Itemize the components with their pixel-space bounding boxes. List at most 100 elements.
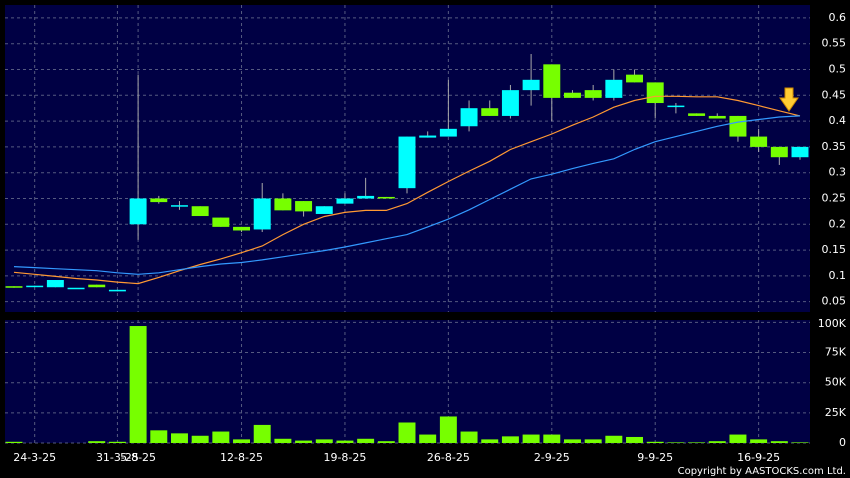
candle-body <box>274 198 292 211</box>
volume-tick-label: 25K <box>825 406 847 419</box>
candle-body <box>295 201 313 212</box>
candle-body <box>688 113 706 116</box>
candle-body <box>501 90 519 116</box>
volume-bar <box>729 434 747 443</box>
volume-bar <box>605 435 623 443</box>
y-tick-label: 0.05 <box>822 295 847 308</box>
y-tick-label: 0.25 <box>822 191 847 204</box>
volume-bar <box>233 439 251 443</box>
y-tick-label: 0.5 <box>829 62 847 75</box>
volume-bar <box>646 441 664 443</box>
candle-body <box>460 108 478 127</box>
candle-body <box>419 135 437 138</box>
x-tick-label: 2-9-25 <box>534 451 570 464</box>
candle-body <box>439 128 457 137</box>
plot: 0.05 0.1 0.15 0.2 0.25 0.3 0.35 0.4 0.45 0.5 0.55 0… <box>5 5 847 464</box>
candle-body <box>729 115 747 137</box>
x-tick-label: 24-3-25 <box>13 451 56 464</box>
y-tick-label: 0.55 <box>822 37 847 50</box>
candle-body <box>5 286 23 288</box>
volume-bar <box>563 439 581 443</box>
candle-body <box>708 115 726 119</box>
candle-body <box>108 289 126 292</box>
candle-body <box>150 198 168 203</box>
y-tick-label: 0.35 <box>822 140 847 153</box>
volume-bar <box>481 439 499 443</box>
volume-bar <box>501 436 519 443</box>
y-tick-label: 0.3 <box>829 166 847 179</box>
volume-bar <box>88 441 106 443</box>
y-tick-label: 0.6 <box>829 11 847 24</box>
candle-body <box>88 284 106 288</box>
volume-bar <box>460 431 478 443</box>
y-tick-label: 0.15 <box>822 243 847 256</box>
x-tick-label: 5-8-25 <box>120 451 156 464</box>
candle-body <box>481 108 499 116</box>
volume-bar <box>336 440 354 443</box>
volume-bar <box>584 439 602 443</box>
volume-bar <box>791 442 809 443</box>
volume-tick-label: 100K <box>818 317 847 330</box>
candle-body <box>522 79 540 91</box>
volume-bar <box>543 434 561 443</box>
candle-body <box>46 280 64 288</box>
volume-bar <box>253 424 271 443</box>
volume-bar <box>667 442 685 443</box>
x-tick-label: 16-9-25 <box>737 451 780 464</box>
volume-bar <box>398 422 416 443</box>
candle-body <box>770 146 788 158</box>
candle-body <box>543 64 561 98</box>
copyright: Copyright by AASTOCKS.com Ltd. <box>678 466 846 477</box>
candle-body <box>667 105 685 108</box>
candle-body <box>646 82 664 104</box>
candle-body <box>626 74 644 83</box>
candle-body <box>212 217 230 227</box>
y-tick-label: 0.45 <box>822 88 847 101</box>
volume-bar <box>191 435 209 443</box>
candle-body <box>398 136 416 189</box>
volume-tick-label: 75K <box>825 346 847 359</box>
volume-bar <box>626 436 644 443</box>
candle-body <box>253 198 271 230</box>
volume-tick-label: 0 <box>839 436 846 449</box>
volume-bar <box>419 434 437 443</box>
volume-tick-label: 50K <box>825 376 847 389</box>
candle-body <box>233 226 251 231</box>
x-tick-label: 31-3-25 <box>96 451 139 464</box>
candle-body <box>357 195 375 199</box>
volume-bar <box>274 438 292 443</box>
volume-bar <box>750 439 768 443</box>
x-tick-label: 19-8-25 <box>323 451 366 464</box>
volume-bar <box>5 441 23 443</box>
volume-bar <box>295 440 313 443</box>
candle-body <box>315 206 333 214</box>
candle-body <box>67 287 85 290</box>
candle-body <box>584 90 602 98</box>
x-tick-label: 12-8-25 <box>220 451 263 464</box>
volume-bar <box>357 438 375 443</box>
arrow-marker <box>779 87 799 112</box>
candle-body <box>377 196 395 199</box>
x-tick-label: 9-9-25 <box>637 451 673 464</box>
volume-bar <box>522 434 540 443</box>
x-tick-label: 26-8-25 <box>427 451 470 464</box>
volume-bar <box>212 431 230 443</box>
volume-bar <box>315 439 333 443</box>
candle-body <box>563 92 581 98</box>
candle-body <box>129 198 147 225</box>
candle-body <box>750 136 768 147</box>
volume-bar <box>439 416 457 443</box>
volume-bar <box>108 441 126 443</box>
volume-bar <box>377 441 395 443</box>
volume-bar <box>688 442 706 443</box>
y-tick-label: 0.1 <box>829 269 847 282</box>
moving-average-line <box>13 115 801 275</box>
y-tick-label: 0.2 <box>829 217 847 230</box>
volume-bar <box>170 433 188 443</box>
moving-average-line <box>13 95 801 285</box>
candle-body <box>191 206 209 217</box>
y-tick-label: 0.4 <box>829 114 847 127</box>
candle-body <box>336 198 354 204</box>
volume-bar <box>129 326 147 443</box>
